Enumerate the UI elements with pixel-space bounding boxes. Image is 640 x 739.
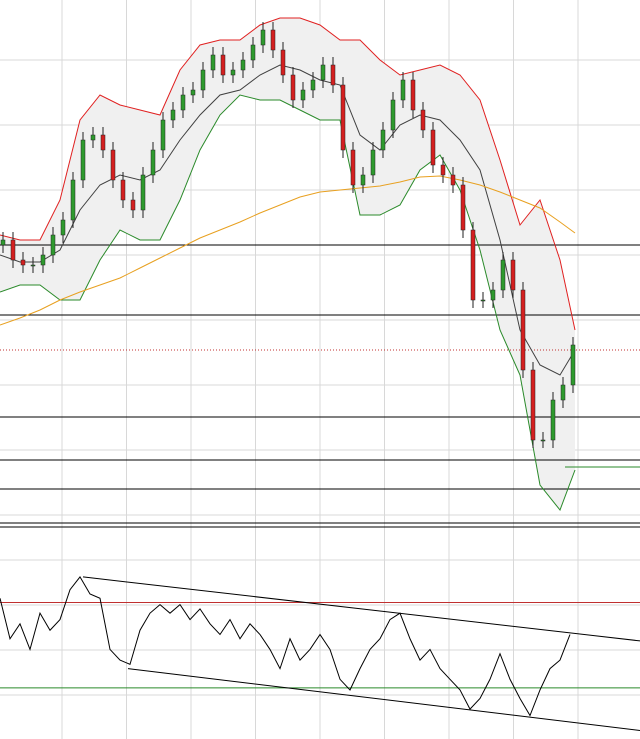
candle-body xyxy=(220,54,226,76)
candle-body xyxy=(10,239,16,261)
candle-body xyxy=(200,69,206,91)
candle-body xyxy=(450,174,456,186)
candle-body xyxy=(310,79,316,91)
candle-body xyxy=(560,384,566,401)
candle-body xyxy=(160,119,166,151)
candle-body xyxy=(80,139,86,181)
candle-body xyxy=(110,149,116,181)
candle-body xyxy=(430,129,436,166)
candle-body xyxy=(410,79,416,111)
candle-body xyxy=(510,259,516,291)
candle-body xyxy=(130,199,136,211)
price-pane xyxy=(0,17,640,511)
indicator-line xyxy=(0,94,576,511)
candle-body xyxy=(520,289,526,371)
candle-body xyxy=(390,99,396,131)
candle-body xyxy=(500,259,506,291)
candle-body xyxy=(190,89,196,96)
candle-body xyxy=(370,149,376,176)
candle-body xyxy=(50,234,56,256)
candle-body xyxy=(360,174,366,186)
trend-line xyxy=(127,668,640,731)
candle-body xyxy=(570,344,576,386)
candle-body xyxy=(140,174,146,211)
candle-body xyxy=(480,299,486,302)
candle-body xyxy=(320,64,326,81)
candle-body xyxy=(280,49,286,76)
candle-body xyxy=(330,64,336,86)
candle-body xyxy=(230,69,236,76)
candle-body xyxy=(180,94,186,111)
candle-body xyxy=(240,59,246,71)
candle-body xyxy=(270,29,276,51)
candle-body xyxy=(290,74,296,101)
indicator-line xyxy=(0,175,576,326)
indicator-line xyxy=(0,17,576,331)
candle-body xyxy=(350,149,356,186)
candle-body xyxy=(420,109,426,131)
candle-body xyxy=(340,84,346,151)
candle-body xyxy=(20,259,26,266)
candle-body xyxy=(380,129,386,151)
candle-body xyxy=(440,164,446,176)
candle-body xyxy=(300,89,306,101)
candle-body xyxy=(40,254,46,266)
trend-line xyxy=(82,576,640,642)
rsi-pane xyxy=(0,576,640,731)
candle-body xyxy=(490,289,496,301)
candle-body xyxy=(540,439,546,442)
candle-body xyxy=(120,179,126,201)
candle-body xyxy=(0,239,6,246)
candle-body xyxy=(550,399,556,441)
candle-body xyxy=(400,79,406,101)
candle-body xyxy=(70,179,76,221)
candle-body xyxy=(90,134,96,141)
candle-body xyxy=(250,44,256,61)
candle-body xyxy=(170,109,176,121)
candle-body xyxy=(470,229,476,301)
candle-body xyxy=(460,184,466,231)
candle-body xyxy=(30,264,36,267)
candle-body xyxy=(150,149,156,176)
rsi-line xyxy=(0,576,571,717)
candle-body xyxy=(530,369,536,441)
candle-body xyxy=(100,134,106,151)
candle-body xyxy=(260,29,266,46)
candle-body xyxy=(60,219,66,236)
indicator-line xyxy=(0,64,576,376)
candle-body xyxy=(210,54,216,71)
